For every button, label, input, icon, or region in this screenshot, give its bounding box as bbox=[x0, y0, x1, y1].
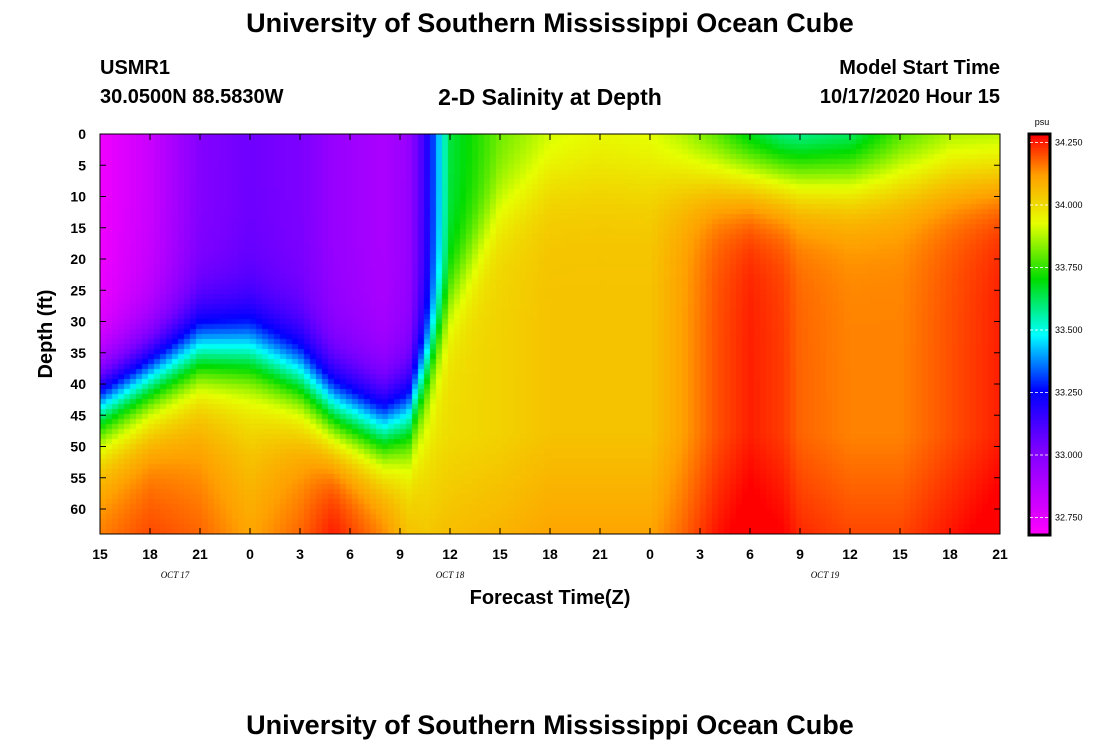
y-tick-label: 35 bbox=[70, 345, 86, 361]
x-tick-label: 15 bbox=[92, 546, 108, 562]
y-tick-label: 25 bbox=[70, 282, 86, 298]
x-tick-label: 21 bbox=[592, 546, 608, 562]
x-tick-label: 12 bbox=[442, 546, 458, 562]
x-tick-label: 18 bbox=[942, 546, 958, 562]
y-tick-label: 40 bbox=[70, 376, 86, 392]
x-tick-label: 6 bbox=[346, 546, 354, 562]
x-tick-label: 9 bbox=[796, 546, 804, 562]
y-tick-label: 5 bbox=[78, 157, 86, 173]
x-tick-label: 15 bbox=[892, 546, 908, 562]
x-tick-label: 21 bbox=[992, 546, 1008, 562]
y-tick-label: 50 bbox=[70, 439, 86, 455]
x-axis-title: Forecast Time(Z) bbox=[470, 587, 631, 609]
colorbar-tick-label: 33.750 bbox=[1055, 263, 1083, 273]
x-tick-label: 12 bbox=[842, 546, 858, 562]
colorbar-tick-label: 33.000 bbox=[1055, 450, 1083, 460]
station-coordinates: 30.0500N 88.5830W bbox=[100, 86, 284, 108]
model-start-label: Model Start Time bbox=[839, 57, 1000, 79]
x-tick-label: 6 bbox=[746, 546, 754, 562]
x-tick-label: 15 bbox=[492, 546, 508, 562]
page-title: University of Southern Mississippi Ocean… bbox=[246, 8, 854, 38]
y-tick-label: 30 bbox=[70, 314, 86, 330]
x-tick-label: 21 bbox=[192, 546, 208, 562]
colorbar-tick-label: 32.750 bbox=[1055, 513, 1083, 523]
colorbar-unit: psu bbox=[1035, 117, 1050, 127]
y-tick-label: 60 bbox=[70, 501, 86, 517]
x-tick-label: 0 bbox=[646, 546, 654, 562]
plot-frame bbox=[99, 133, 1001, 535]
day-label: OCT 18 bbox=[436, 570, 465, 580]
y-tick-label: 45 bbox=[70, 407, 86, 423]
y-tick-label: 10 bbox=[70, 189, 86, 205]
colorbar-tick-label: 34.250 bbox=[1055, 138, 1083, 148]
x-tick-label: 18 bbox=[542, 546, 558, 562]
y-tick-label: 55 bbox=[70, 470, 86, 486]
colorbar-gradient bbox=[1030, 135, 1050, 535]
y-tick-label: 0 bbox=[78, 126, 86, 142]
chart-subtitle: 2-D Salinity at Depth bbox=[438, 84, 662, 110]
colorbar-tick-label: 34.000 bbox=[1055, 200, 1083, 210]
salinity-heatmap bbox=[100, 134, 1000, 534]
x-tick-label: 9 bbox=[396, 546, 404, 562]
y-tick-label: 15 bbox=[70, 220, 86, 236]
y-tick-label: 20 bbox=[70, 251, 86, 267]
y-axis-title: Depth (ft) bbox=[35, 290, 57, 379]
x-tick-label: 0 bbox=[246, 546, 254, 562]
x-tick-label: 3 bbox=[296, 546, 304, 562]
station-id: USMR1 bbox=[100, 57, 171, 79]
footer-title: University of Southern Mississippi Ocean… bbox=[246, 710, 854, 740]
day-label: OCT 17 bbox=[161, 570, 190, 580]
model-start-time: 10/17/2020 Hour 15 bbox=[819, 86, 1000, 108]
colorbar-frame bbox=[1027, 132, 1052, 537]
day-label: OCT 19 bbox=[811, 570, 840, 580]
x-tick-label: 3 bbox=[696, 546, 704, 562]
colorbar-tick-label: 33.250 bbox=[1055, 388, 1083, 398]
x-tick-label: 18 bbox=[142, 546, 158, 562]
colorbar-tick-label: 33.500 bbox=[1055, 325, 1083, 335]
